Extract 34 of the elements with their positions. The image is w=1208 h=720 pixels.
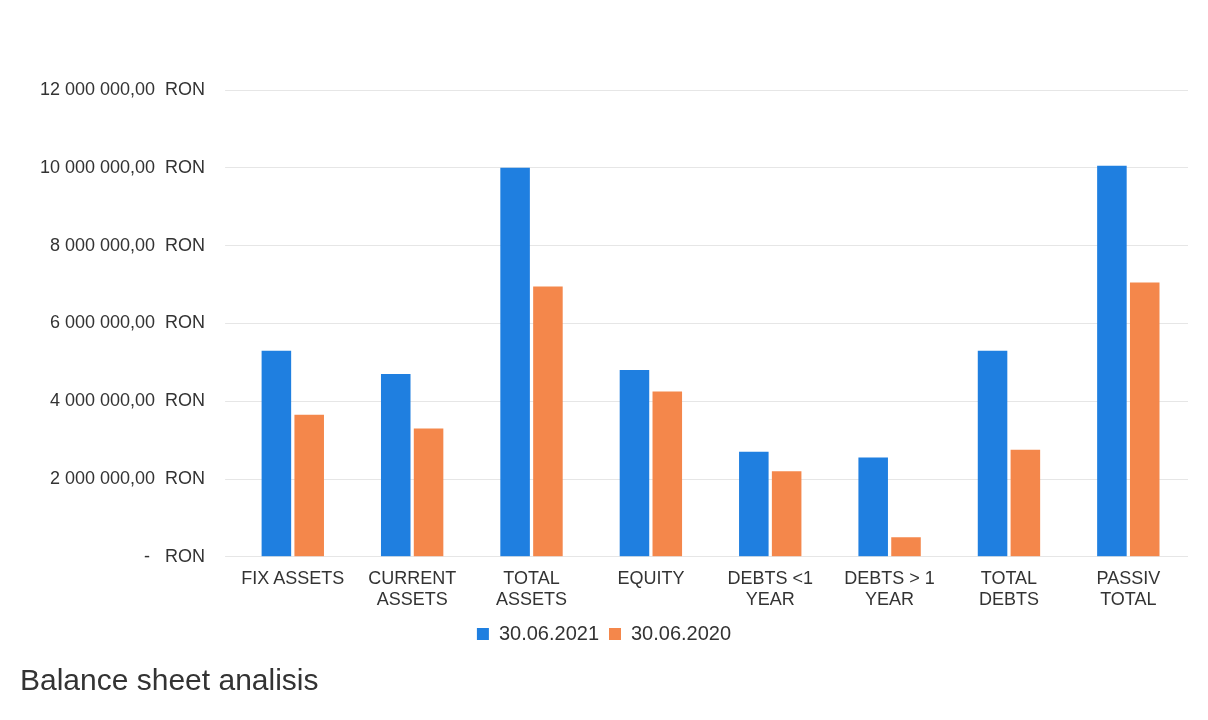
- y-tick-label: 2 000 000,00 RON: [50, 467, 206, 488]
- x-tick-label: PASSIV TOTAL: [1096, 567, 1161, 610]
- y-tick-label: 6 000 000,00 RON: [50, 312, 206, 333]
- legend-label: 30.06.2021: [498, 621, 600, 644]
- y-tick-label: 4 000 000,00 RON: [50, 390, 206, 411]
- bar: [858, 457, 888, 557]
- x-tick-label: FIX ASSETS: [241, 567, 345, 588]
- bar: [380, 373, 411, 557]
- x-tick-label: TOTAL DEBTS: [978, 567, 1039, 610]
- bar: [771, 471, 802, 557]
- bar: [1129, 282, 1160, 557]
- bar: [652, 391, 683, 557]
- bar: [413, 428, 444, 557]
- bar: [261, 350, 292, 557]
- y-tick-label: 10 000 000,00 RON: [39, 156, 206, 177]
- x-tick-label: TOTAL ASSETS: [496, 567, 568, 610]
- bar: [977, 350, 1008, 557]
- text: Balance sheet analisis: [20, 663, 319, 697]
- bar: [1097, 165, 1127, 557]
- bar: [739, 451, 769, 557]
- x-tick-label: EQUITY: [617, 567, 685, 588]
- bar: [533, 286, 563, 557]
- y-tick-label: 12 000 000,00 RON: [39, 78, 206, 99]
- y-tick-label: 8 000 000,00 RON: [50, 234, 206, 255]
- bar: [891, 537, 921, 557]
- legend-label: 30.06.2020: [631, 621, 732, 644]
- x-tick-label: DEBTS <1 YEAR: [727, 567, 814, 610]
- bar: [1010, 449, 1041, 557]
- bar: [619, 370, 650, 557]
- x-tick-label: DEBTS > 1 YEAR: [844, 567, 935, 610]
- bar: [294, 414, 324, 557]
- x-tick-label: CURRENT ASSETS: [368, 567, 457, 610]
- bar: [500, 167, 530, 557]
- y-tick-label: - RON: [144, 545, 206, 566]
